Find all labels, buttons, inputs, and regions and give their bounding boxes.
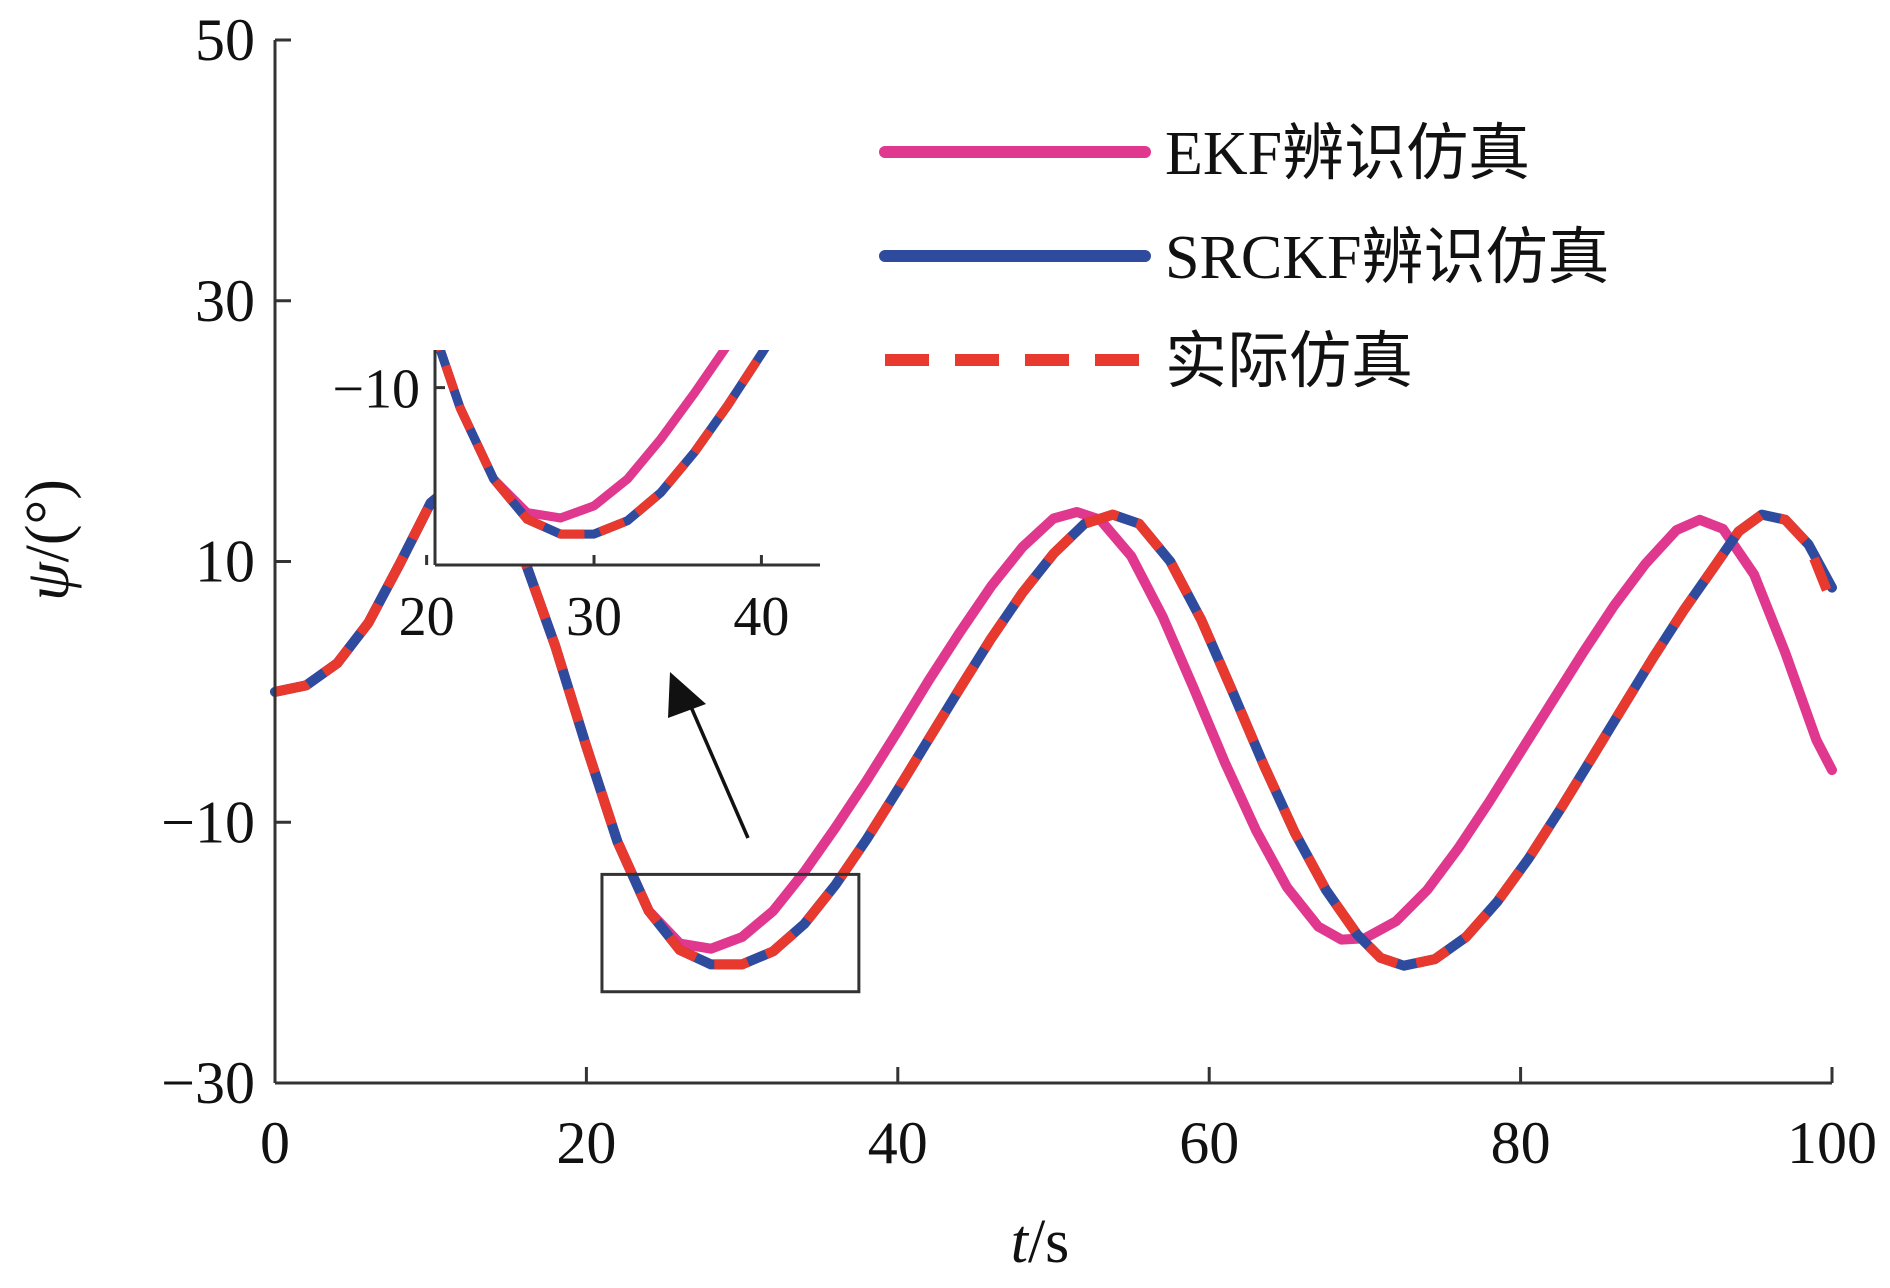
x-tick-label: 20 — [556, 1110, 616, 1176]
y-tick-group: 50 30 10 −10 −30 — [161, 7, 291, 1116]
main-series-group — [270, 471, 1837, 971]
y-tick-label: 30 — [195, 268, 255, 334]
y-axis-title: ψ/(°) — [14, 479, 82, 601]
inset-series-group — [435, 350, 770, 539]
inset-background — [435, 350, 820, 565]
inset-x-tick-label: 20 — [399, 586, 455, 648]
legend-label: SRCKF辨识仿真 — [1165, 224, 1609, 292]
inset-line-srckf — [435, 350, 770, 539]
inset-x-tick-label: 40 — [733, 586, 789, 648]
x-tick-label: 80 — [1491, 1110, 1551, 1176]
inset-x-tick-label: 30 — [566, 586, 622, 648]
legend-label: EKF辨识仿真 — [1165, 120, 1530, 188]
y-tick-label: −30 — [161, 1050, 255, 1116]
x-tick-group: 0 20 40 60 80 100 — [260, 1067, 1877, 1176]
series-line-actual — [273, 471, 1837, 971]
inset-y-tick-label: −10 — [332, 359, 420, 421]
y-tick-label: −10 — [161, 789, 255, 855]
x-tick-label: 100 — [1787, 1110, 1877, 1176]
legend-item-srckf: SRCKF辨识仿真 — [879, 224, 1609, 292]
main-plot: 50 30 10 −10 −30 0 20 40 60 80 100 — [161, 7, 1877, 1176]
legend-label: 实际仿真 — [1165, 328, 1413, 396]
inset-tick-group: 20 30 40 −10 — [332, 359, 789, 648]
x-axis-title: t/s — [1011, 1208, 1070, 1276]
y-tick-label: 10 — [195, 529, 255, 595]
zoom-region-box — [600, 872, 861, 994]
legend-item-ekf: EKF辨识仿真 — [879, 120, 1530, 188]
legend-item-actual: 实际仿真 — [885, 328, 1413, 396]
y-tick-label: 50 — [195, 7, 255, 73]
x-tick-label: 40 — [868, 1110, 928, 1176]
svg-text:t/s: t/s — [1011, 1208, 1070, 1276]
x-tick-label: 0 — [260, 1110, 290, 1176]
x-tick-label: 60 — [1179, 1110, 1239, 1176]
inset-plot: 20 30 40 −10 — [332, 350, 820, 648]
zoom-arrowhead — [668, 672, 706, 718]
zoom-arrow — [686, 699, 750, 839]
svg-text:ψ/(°): ψ/(°) — [14, 479, 82, 601]
